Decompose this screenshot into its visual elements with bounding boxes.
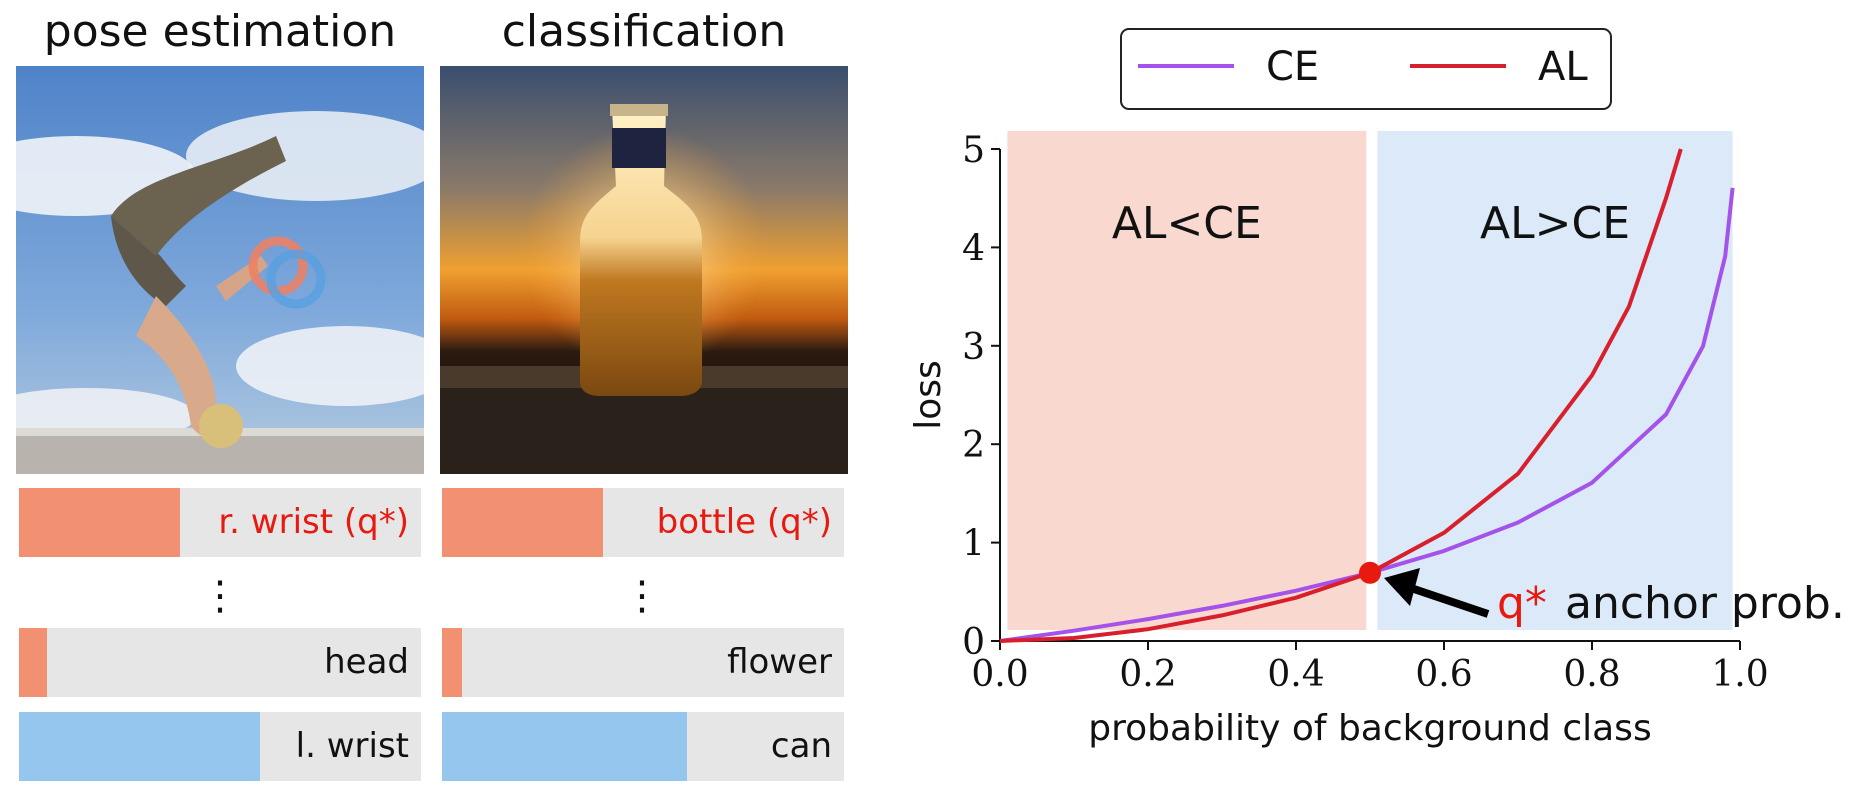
- pose-photo: [16, 66, 424, 474]
- cls-bar-bottle-label: bottle (q*): [656, 502, 832, 542]
- pose-bar-head-label: head: [324, 642, 409, 682]
- x-tick-label-1: 0.2: [1119, 654, 1176, 695]
- legend-label-ce: CE: [1266, 44, 1319, 90]
- classification-panel-title: classification: [501, 6, 787, 57]
- y-tick-label-3: 3: [962, 327, 985, 368]
- y-tick-label-4: 4: [962, 228, 985, 269]
- classification-photo: [440, 66, 848, 474]
- pose-bar-l-wrist: l. wrist: [19, 712, 421, 781]
- acrobat-image: [16, 66, 424, 474]
- pose-ellipsis: ⋮: [200, 573, 240, 619]
- x-tick-label-2: 0.4: [1267, 654, 1324, 695]
- cls-bar-can-label: can: [770, 726, 832, 766]
- x-tick-label-0: 0.0: [971, 654, 1028, 695]
- pose-bar-r-wrist-label: r. wrist (q*): [218, 502, 409, 542]
- cls-bar-bottle: bottle (q*): [442, 488, 844, 557]
- pose-bar-head: head: [19, 628, 421, 697]
- bottle-image: [440, 66, 848, 474]
- cls-bar-flower-fill: [442, 628, 463, 697]
- x-axis-label: probability of background class: [1088, 708, 1651, 749]
- annotation-arrow-head: [1384, 568, 1420, 606]
- pose-bar-r-wrist-fill: [19, 488, 180, 557]
- y-tick-label-2: 2: [962, 425, 985, 466]
- y-tick-label-5: 5: [962, 130, 985, 171]
- pose-bar-r-wrist: r. wrist (q*): [19, 488, 421, 557]
- x-tick-label-3: 0.6: [1415, 654, 1472, 695]
- cls-ellipsis: ⋮: [622, 573, 662, 619]
- pose-panel-title: pose estimation: [43, 6, 397, 57]
- region-al-lt-ce: [1007, 131, 1367, 630]
- pose-bar-l-wrist-fill: [19, 712, 261, 781]
- series-line-al: [999, 148, 1683, 643]
- y-tick-label-0: 0: [962, 622, 985, 663]
- cls-bar-can-fill: [442, 712, 688, 781]
- legend-box: [1120, 28, 1612, 110]
- cls-bar-flower-label: flower: [727, 642, 832, 682]
- region-label-1: AL>CE: [1480, 198, 1630, 249]
- region-al-gt-ce: [1377, 131, 1733, 630]
- y-axis-label: loss: [908, 360, 949, 430]
- cls-bar-bottle-fill: [442, 488, 603, 557]
- x-tick-label-4: 0.8: [1563, 654, 1620, 695]
- cls-bar-flower: flower: [442, 628, 844, 697]
- pose-bar-l-wrist-label: l. wrist: [295, 726, 409, 766]
- x-tick-label-5: 1.0: [1711, 654, 1768, 695]
- anchor-point: [1359, 561, 1381, 584]
- cls-bar-can: can: [442, 712, 844, 781]
- annotation-q-star: q*: [1497, 578, 1547, 629]
- annotation-arrow-shaft: [1406, 583, 1490, 618]
- annotation-text: anchor prob.: [1565, 578, 1845, 629]
- region-label-0: AL<CE: [1112, 198, 1262, 249]
- pose-bar-head-fill: [19, 628, 48, 697]
- series-line-ce: [999, 187, 1735, 643]
- loss-chart: AL<CE AL>CE 0.0 0.2 0.4 0.6 0.8 1.0 0 1 2 3 4 5 probab…: [908, 28, 1845, 749]
- y-tick-label-1: 1: [962, 524, 985, 565]
- legend-label-al: AL: [1538, 44, 1588, 90]
